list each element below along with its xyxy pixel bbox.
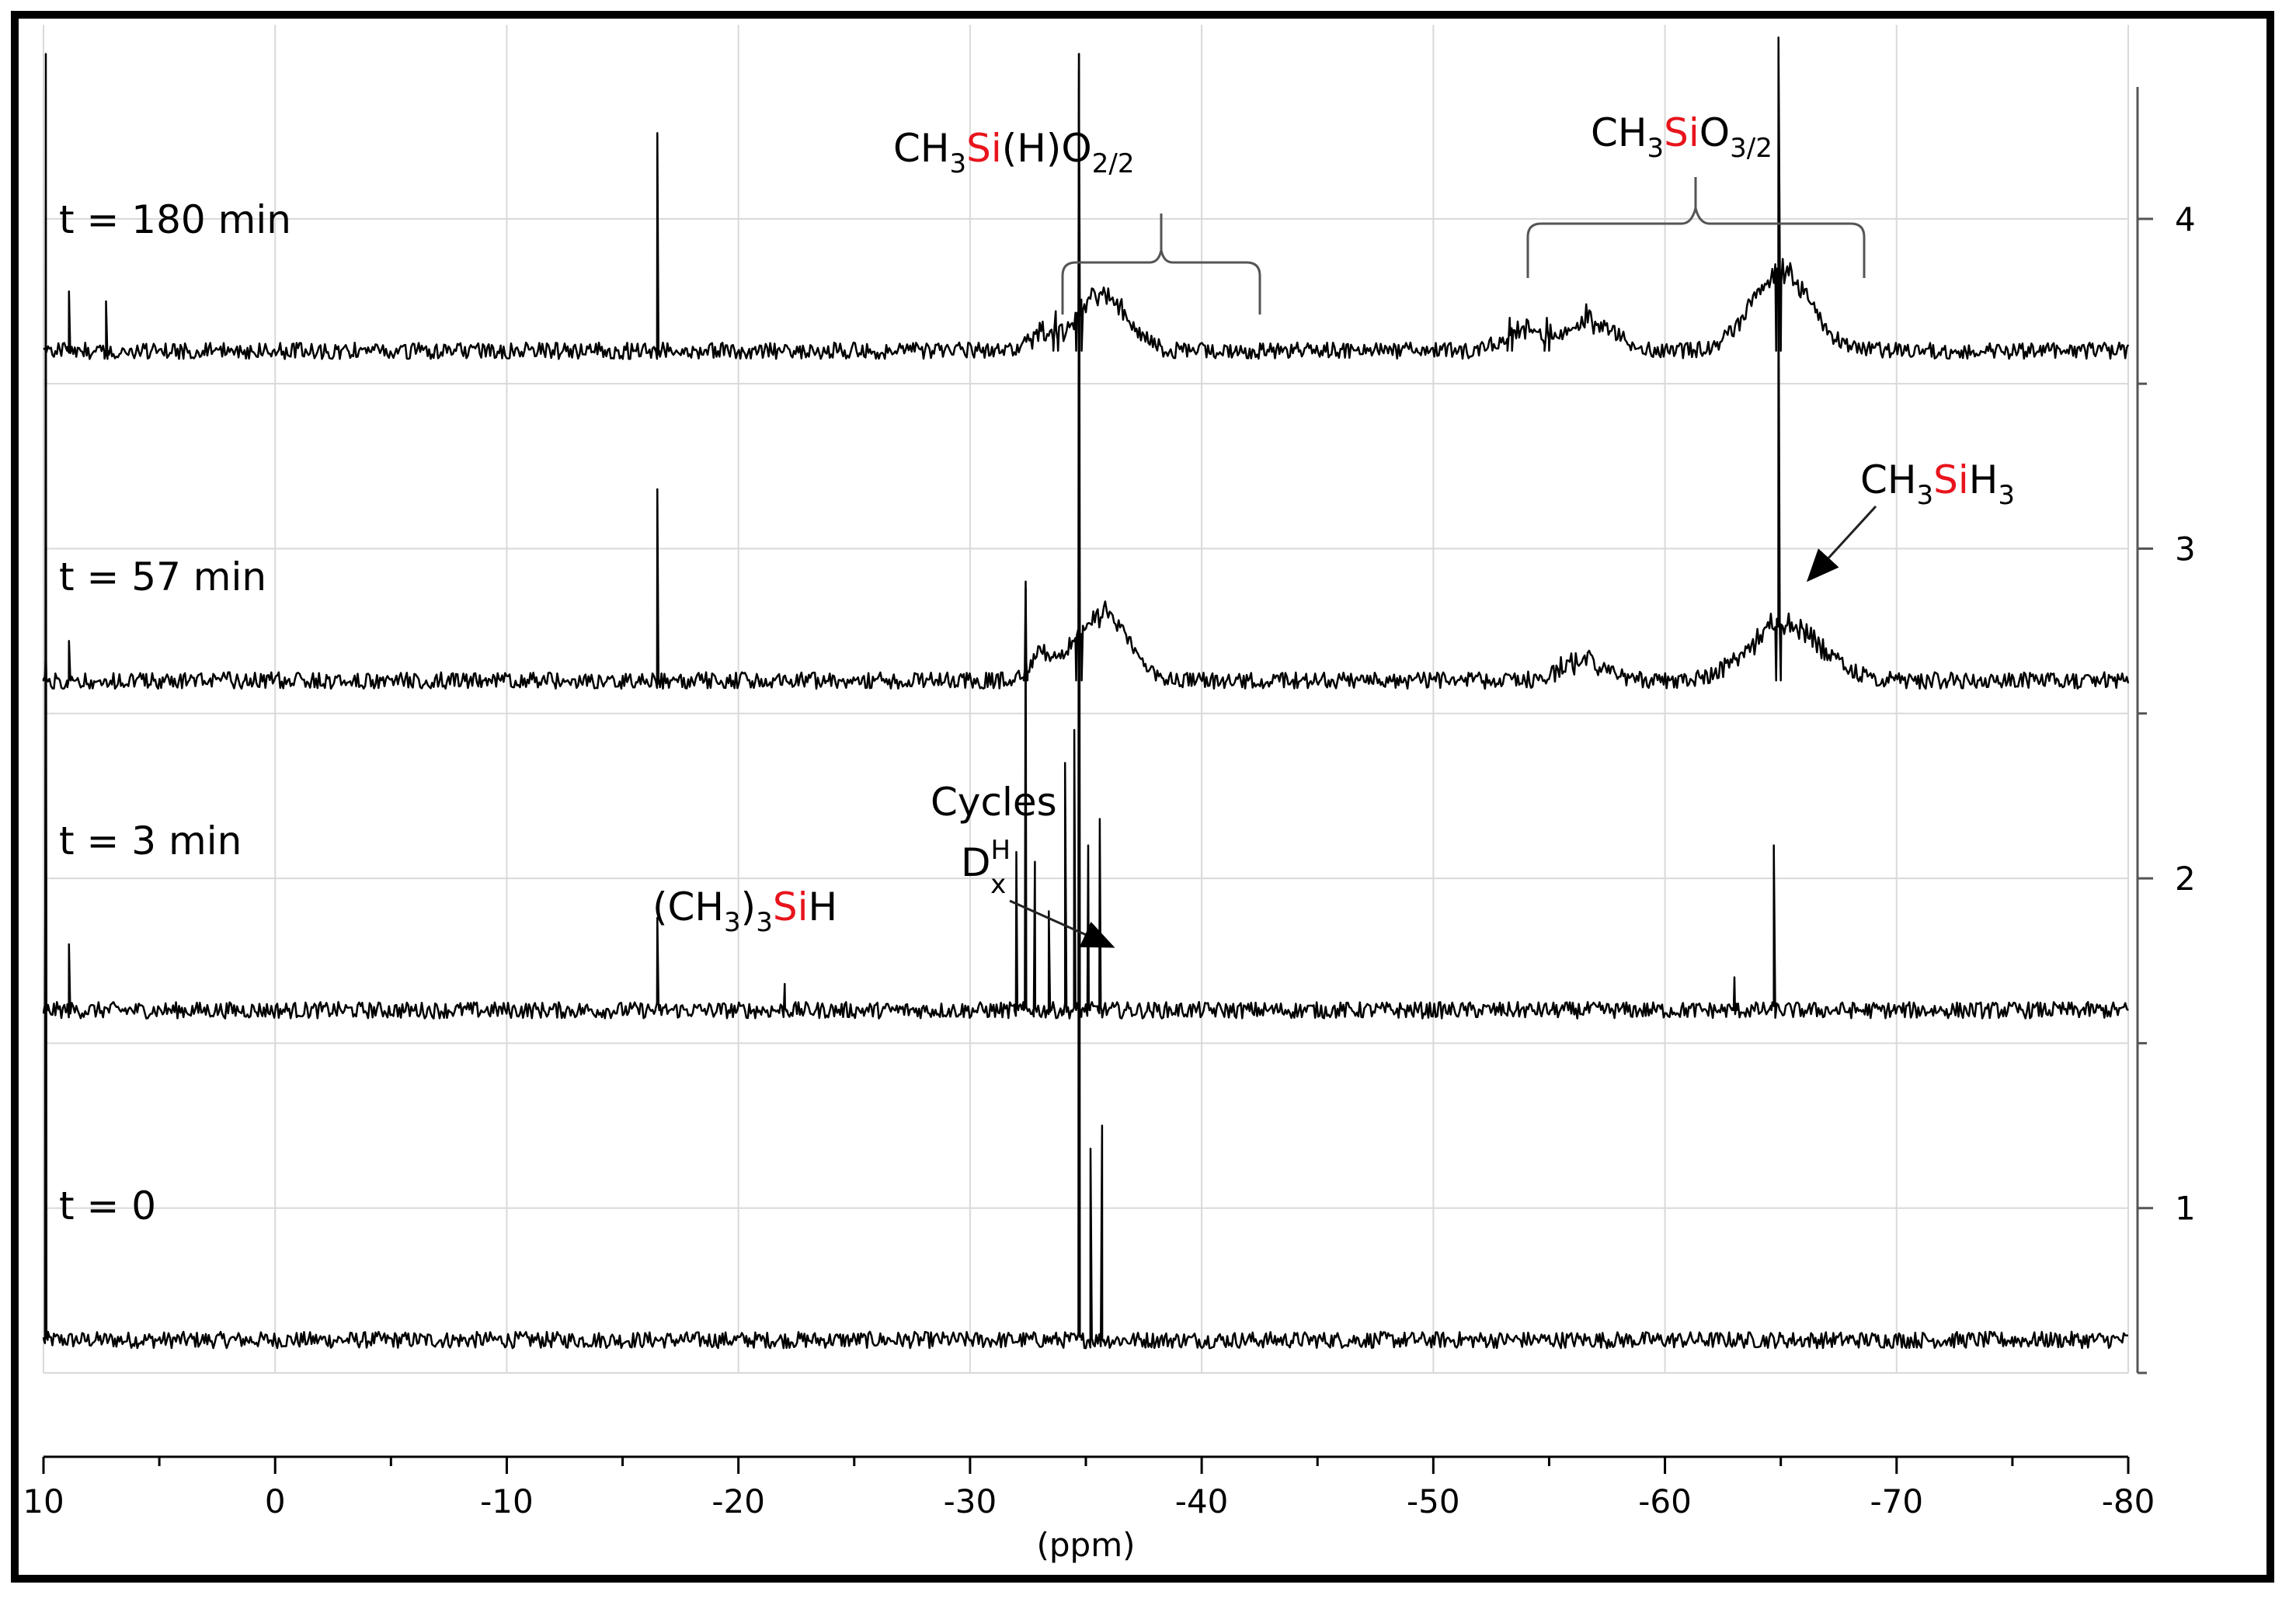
series-label-3: t = 180 min (59, 197, 291, 242)
arrow-cycles (1009, 899, 1115, 948)
x-tick-label-4: -30 (944, 1482, 997, 1520)
trace-t-0 (42, 53, 2129, 1350)
bracket-ch3sio3-2 (1526, 177, 1866, 278)
annotation-ch3sih3: CH3SiH3 (1860, 457, 2015, 511)
trace-t-57-min (42, 69, 2130, 690)
annotation-trimethylsilane: (CH3)3SiH (652, 884, 837, 938)
grid-lines (43, 25, 2129, 1374)
bracket-ch3si-h-o2-2 (1061, 214, 1261, 314)
x-tick-label-8: -70 (1870, 1482, 1923, 1520)
annotation-cycles: Cycles (931, 780, 1057, 825)
x-axis-label: (ppm) (1036, 1526, 1135, 1564)
annotation-ch3sio3-2: CH3SiO3/2 (1591, 110, 1772, 164)
arrow-ch3sih3 (1806, 505, 1877, 582)
trace-t-3-min (42, 53, 2129, 1020)
x-tick-label-6: -50 (1407, 1482, 1460, 1520)
series-label-0: t = 0 (59, 1183, 156, 1228)
x-tick-label-1: 0 (265, 1482, 286, 1520)
x-tick-label-2: -10 (480, 1482, 534, 1520)
series-labels: t = 0 t = 3 min t = 57 min t = 180 min (59, 197, 291, 1228)
x-tick-label-3: -20 (711, 1482, 765, 1520)
annotation-dhx: DH x (961, 835, 1011, 900)
spectrum-traces (42, 36, 2130, 1350)
x-tick-label-7: -60 (1638, 1482, 1692, 1520)
axes: 10 0 -10 -20 -30 -40 -50 -60 -70 -80 (ppm) 1 2 3 4 (23, 87, 2196, 1564)
x-tick-label-5: -40 (1175, 1482, 1229, 1520)
x-tick-label-0: 10 (23, 1482, 64, 1520)
series-label-2: t = 57 min (59, 554, 266, 599)
trace-t-180-min (43, 36, 2130, 360)
x-tick-label-9: -80 (2102, 1482, 2155, 1520)
series-label-1: t = 3 min (59, 818, 242, 864)
y-tick-label-2: 3 (2175, 530, 2196, 568)
y-tick-label-3: 4 (2175, 200, 2196, 238)
annotation-ch3si-h-o2-2: CH3Si(H)O2/2 (893, 126, 1134, 179)
y-tick-label-0: 1 (2175, 1190, 2196, 1228)
y-tick-label-1: 2 (2175, 860, 2196, 898)
